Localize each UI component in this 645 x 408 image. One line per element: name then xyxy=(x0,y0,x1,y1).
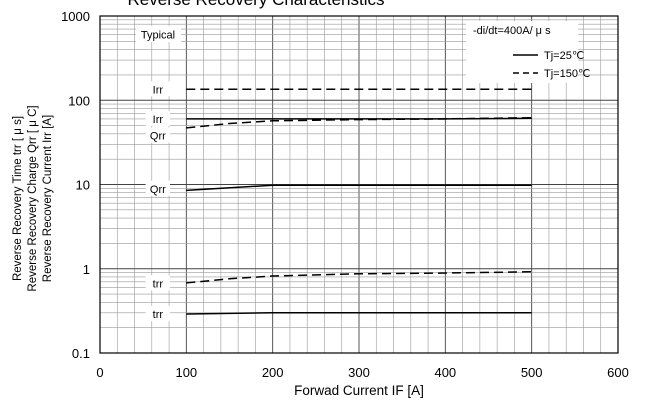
legend: -di/dt=400A/ μ s Tj=25℃ Tj=150℃ xyxy=(466,21,590,83)
y-tick-label: 10 xyxy=(76,178,90,193)
curve-label: trr xyxy=(153,278,164,290)
curve-label: trr xyxy=(153,309,164,321)
y-axis-title-line: Reverse Recovery Charge Qrr [ μ C] xyxy=(27,105,39,291)
x-tick-label: 600 xyxy=(607,365,629,380)
x-tick-label: 0 xyxy=(96,365,103,380)
curve-label-bg xyxy=(145,275,171,291)
x-tick-label: 200 xyxy=(262,365,284,380)
curve-label-bg xyxy=(145,306,171,322)
curve-label-bg xyxy=(145,127,171,143)
legend-label-tj150: Tj=150℃ xyxy=(544,68,590,80)
series-irr-tj25 xyxy=(186,117,532,120)
chart-title: Reverse Recovery Characteristics xyxy=(128,0,385,9)
y-tick-label: 1000 xyxy=(61,9,90,24)
typical-label-box: Typical xyxy=(136,26,181,42)
curve-label-bg xyxy=(145,81,171,97)
y-tick-label: 100 xyxy=(68,93,90,108)
series-layer xyxy=(186,88,532,315)
y-tick-label: 0.1 xyxy=(72,346,90,361)
x-tick-label: 100 xyxy=(175,365,197,380)
series-qrr-tj150 xyxy=(186,116,532,129)
series-qrr-tj25 xyxy=(186,184,532,192)
typical-label: Typical xyxy=(141,30,175,42)
y-axis-title: Reverse Recovery Time trr [ μ s] Reverse … xyxy=(12,105,54,291)
x-tick-label: 500 xyxy=(521,365,543,380)
curve-label: Qrr xyxy=(150,131,166,143)
curve-label-bg xyxy=(145,180,171,196)
series-trr-tj150 xyxy=(186,271,532,284)
x-tick-label: 300 xyxy=(348,365,370,380)
plot-frame xyxy=(99,15,619,354)
x-axis-title: Forwad Current IF [A] xyxy=(294,383,424,398)
test-condition-label: -di/dt=400A/ μ s xyxy=(473,25,551,37)
curve-label: Qrr xyxy=(150,184,166,196)
curve-label: Irr xyxy=(153,114,164,126)
y-tick-label: 1 xyxy=(83,262,90,277)
curve-label-bg xyxy=(145,110,171,126)
curve-label: Irr xyxy=(153,84,164,96)
y-axis-title-line: Reverse Recovery Time trr [ μ s] xyxy=(12,116,24,281)
x-tick-label: 400 xyxy=(434,365,456,380)
y-axis-title-line: Reverse Recovery Current Irr [A] xyxy=(42,115,54,282)
series-trr-tj25 xyxy=(186,312,532,315)
curve-labels: Irr Irr Qrr Qrr trr trr xyxy=(145,81,171,322)
tick-labels: 0 100 200 300 400 500 600 0.1 1 10 100 1000 xyxy=(61,9,629,380)
legend-label-tj25: Tj=25℃ xyxy=(544,50,584,62)
